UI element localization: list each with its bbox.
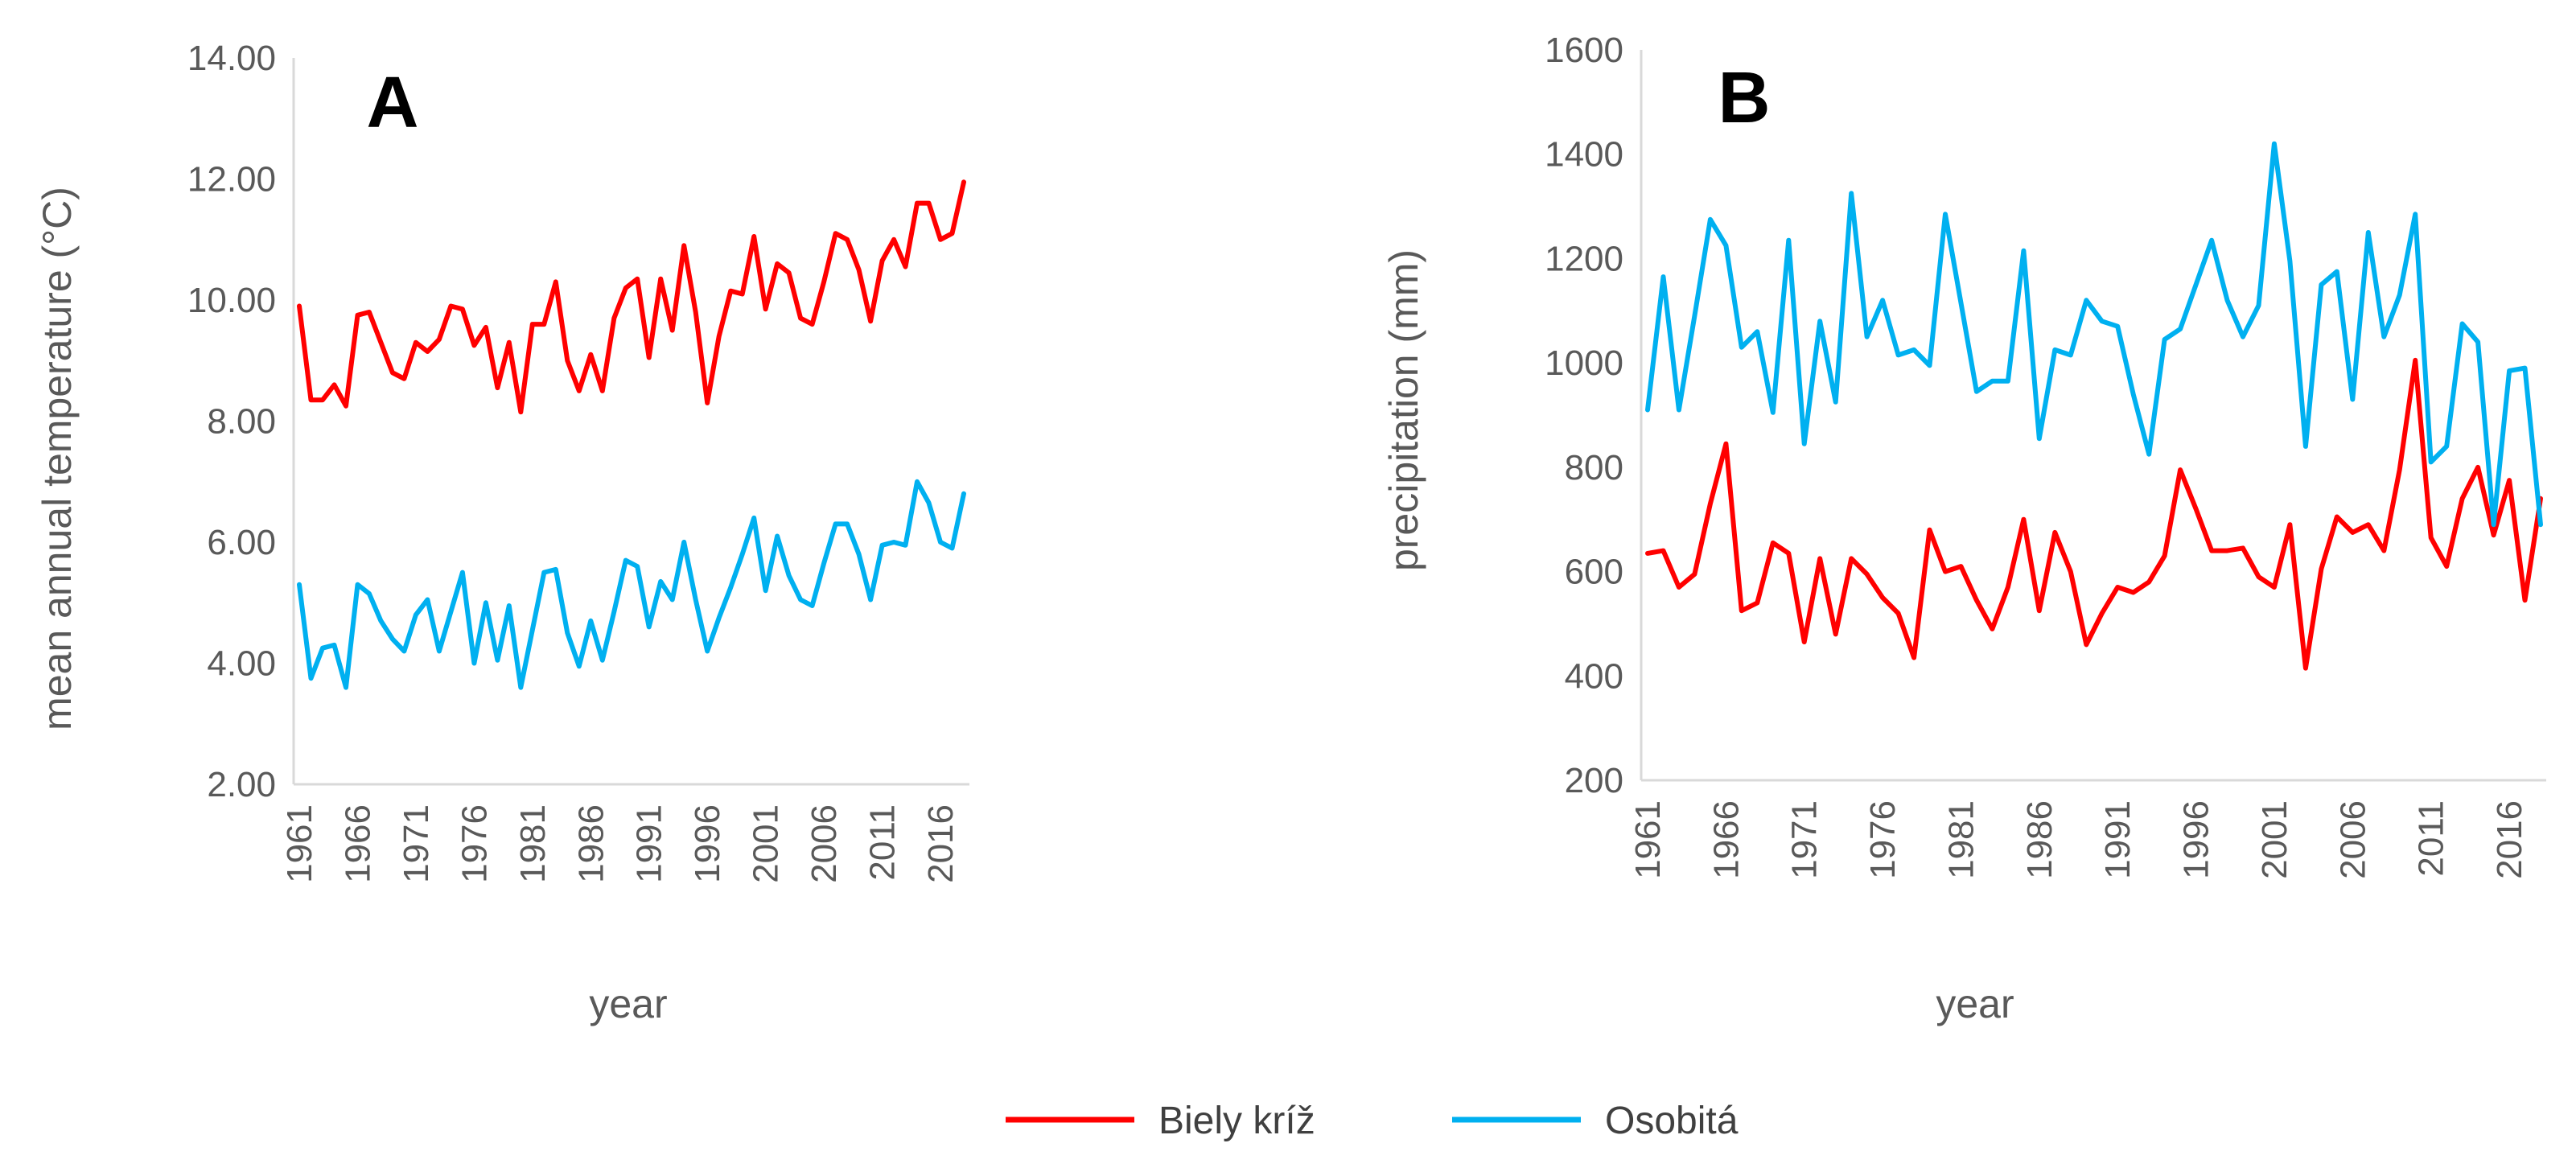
- x-tick-label: 2011: [863, 804, 903, 881]
- x-tick-label: 2016: [2490, 800, 2529, 879]
- x-tick-label: 1976: [455, 804, 494, 883]
- x-tick-label: 1986: [2020, 800, 2060, 879]
- x-tick-label: 2001: [747, 804, 786, 883]
- y-tick-label: 200: [1565, 761, 1623, 800]
- x-tick-label: 2006: [2333, 800, 2372, 879]
- x-tick-labels: 1961 1966 1971 1976 1981 1986 1991 1996 2001 2006…: [280, 804, 961, 883]
- y-tick-label: 400: [1565, 656, 1623, 696]
- y-axis-title: mean annual temperature (°C): [35, 187, 80, 730]
- series-lines: [1645, 141, 2543, 671]
- panel-label: A: [367, 63, 419, 143]
- series-line-osobit-: [297, 479, 966, 690]
- y-tick-label: 6.00: [207, 523, 276, 562]
- series-line-osobit-: [1645, 141, 2543, 528]
- x-tick-label: 2006: [804, 804, 844, 883]
- y-tick-label: 4.00: [207, 644, 276, 684]
- x-tick-label: 1991: [2098, 800, 2138, 879]
- x-tick-label: 1966: [1706, 800, 1746, 879]
- x-axis-title: year: [589, 981, 667, 1026]
- x-tick-label: 1971: [1785, 800, 1825, 879]
- series-line-biely-kr-: [1645, 357, 2543, 671]
- y-tick-labels: 2.00 4.00 6.00 8.00 10.00 12.00 14.00: [187, 39, 276, 804]
- x-tick-label: 2011: [2412, 800, 2451, 877]
- y-tick-label: 1600: [1545, 31, 1623, 70]
- panel-label: B: [1718, 58, 1771, 138]
- x-tick-label: 1996: [2177, 800, 2216, 879]
- y-tick-label: 1000: [1545, 343, 1623, 383]
- x-tick-label: 1961: [280, 804, 319, 883]
- y-tick-label: 14.00: [187, 39, 276, 78]
- y-tick-label: 1400: [1545, 135, 1623, 175]
- x-tick-label: 1961: [1628, 800, 1668, 879]
- legend: Biely kríž Osobitá: [1006, 1100, 1739, 1142]
- series-lines: [297, 179, 966, 690]
- y-tick-label: 10.00: [187, 281, 276, 320]
- y-tick-label: 600: [1565, 553, 1623, 592]
- x-tick-label: 1971: [397, 804, 436, 883]
- x-tick-label: 1986: [571, 804, 611, 883]
- x-tick-label: 1981: [1941, 800, 1981, 879]
- x-tick-label: 1976: [1863, 800, 1903, 879]
- y-tick-label: 12.00: [187, 160, 276, 199]
- y-tick-label: 1200: [1545, 239, 1623, 278]
- x-tick-label: 2001: [2255, 800, 2294, 879]
- y-tick-label: 800: [1565, 448, 1623, 487]
- x-tick-label: 1966: [338, 804, 377, 883]
- legend-item-biely-kriz: Biely kríž: [1006, 1100, 1315, 1142]
- x-tick-label: 1996: [688, 804, 727, 883]
- legend-label: Osobitá: [1605, 1100, 1739, 1142]
- legend-item-osobita: Osobitá: [1452, 1100, 1739, 1142]
- y-axis-title: precipitation (mm): [1381, 249, 1426, 571]
- x-tick-label: 2016: [921, 804, 961, 883]
- chart-panel-b: B precipitation (mm) year 200 400 600 800 10…: [1381, 31, 2546, 1026]
- legend-label: Biely kríž: [1158, 1100, 1315, 1142]
- chart-panel-a: A mean annual temperature (°C) year 2.00…: [35, 39, 969, 1026]
- series-line-biely-kr-: [297, 179, 966, 415]
- x-axis-title: year: [1936, 981, 2014, 1026]
- y-tick-label: 8.00: [207, 402, 276, 442]
- x-tick-labels: 1961 1966 1971 1976 1981 1986 1991 1996 2001 2006…: [1628, 800, 2529, 879]
- y-tick-labels: 200 400 600 800 1000 1200 1400 1600: [1545, 31, 1623, 800]
- y-tick-label: 2.00: [207, 765, 276, 804]
- x-tick-label: 1991: [630, 804, 669, 883]
- x-tick-label: 1981: [513, 804, 553, 883]
